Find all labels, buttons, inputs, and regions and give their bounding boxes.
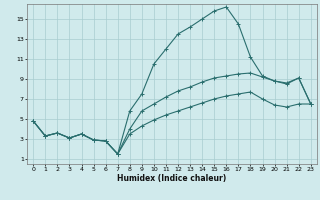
X-axis label: Humidex (Indice chaleur): Humidex (Indice chaleur) [117, 174, 227, 183]
